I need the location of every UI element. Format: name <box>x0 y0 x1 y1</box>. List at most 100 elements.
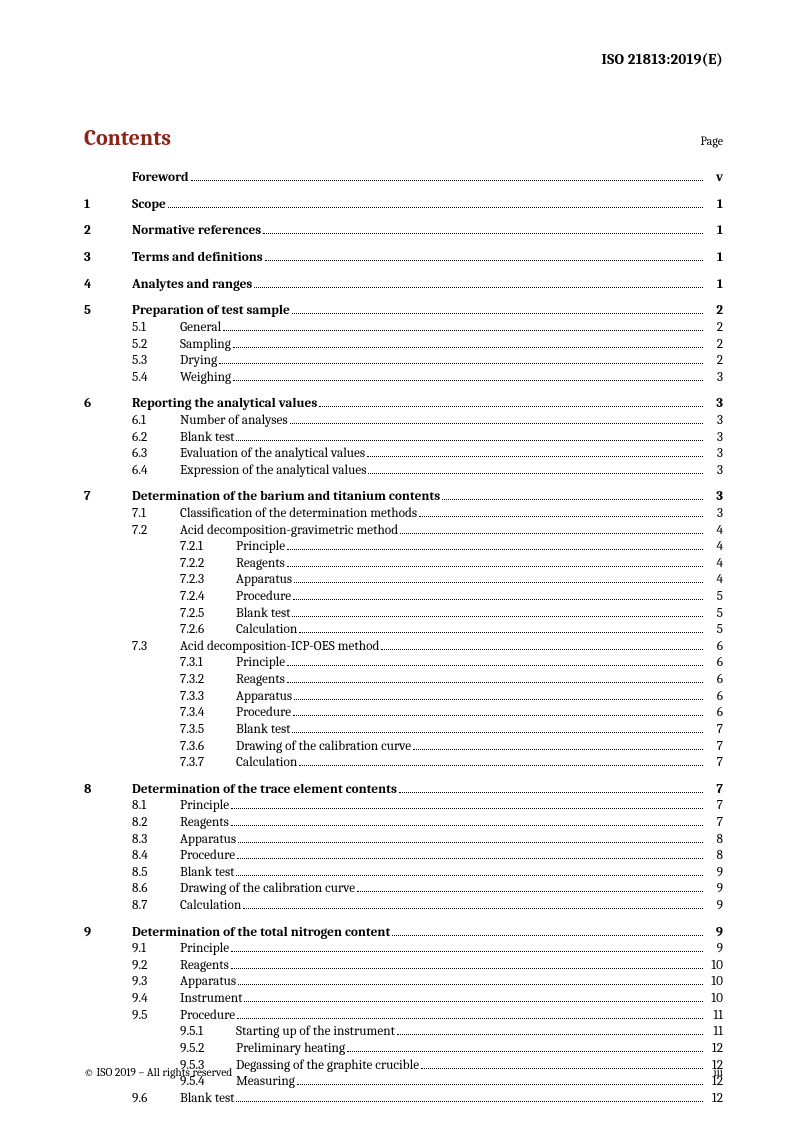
toc-leader <box>294 689 703 700</box>
toc-leader <box>413 739 703 750</box>
toc-entry: 7.2.4Procedure5 <box>84 589 723 606</box>
toc-section-number: 3 <box>84 250 132 267</box>
toc-leader <box>292 722 703 733</box>
toc-subsection-number: 5.3 <box>132 353 180 370</box>
toc-page-number: 3 <box>705 506 723 523</box>
toc-entry: 7.2.5Blank test5 <box>84 606 723 623</box>
toc-page-number: 3 <box>705 489 723 506</box>
toc-leader <box>254 277 703 288</box>
toc-entry: 9.1Principle9 <box>84 941 723 958</box>
toc-page-number: 4 <box>705 523 723 540</box>
toc-page-number: 7 <box>705 739 723 756</box>
toc-entry: 4Analytes and ranges1 <box>84 277 723 294</box>
toc-entry: 9.5Procedure11 <box>84 1008 723 1025</box>
toc-entry: 5Preparation of test sample2 <box>84 303 723 320</box>
toc-page-number: 3 <box>705 396 723 413</box>
toc-section-number: 8 <box>84 782 132 799</box>
toc-page-number: 4 <box>705 539 723 556</box>
toc-leader <box>287 556 703 567</box>
toc-page-number: 2 <box>705 303 723 320</box>
toc-leader <box>219 353 703 364</box>
toc-subsubsection-number: 7.2.3 <box>180 572 236 589</box>
toc-entry: 5.3Drying2 <box>84 353 723 370</box>
toc-subsection-number: 8.1 <box>132 798 180 815</box>
toc-entry: 7.3.1Principle6 <box>84 655 723 672</box>
toc-entry: 7.3.2Reagents6 <box>84 672 723 689</box>
toc-leader <box>399 782 703 793</box>
toc-entry: 6.1Number of analyses3 <box>84 413 723 430</box>
toc-entry: 8.2Reagents7 <box>84 815 723 832</box>
toc-subsection-number: 7.1 <box>132 506 180 523</box>
toc-section-number: 6 <box>84 396 132 413</box>
toc-entry: 7.2.3Apparatus4 <box>84 572 723 589</box>
toc-leader <box>299 755 703 766</box>
footer-copyright: © ISO 2019 – All rights reserved <box>84 1066 232 1080</box>
contents-header: Contents Page <box>84 125 723 153</box>
toc-leader <box>231 815 703 826</box>
toc-page-number: v <box>705 170 723 187</box>
toc-subsubsection-number: 7.2.1 <box>180 539 236 556</box>
toc-label: Principle <box>236 655 285 672</box>
toc-leader <box>287 539 703 550</box>
toc-leader <box>294 572 703 583</box>
toc-page-number: 4 <box>705 556 723 573</box>
toc-subsection-number: 8.6 <box>132 881 180 898</box>
toc-leader <box>237 848 703 859</box>
toc-page-number: 1 <box>705 197 723 214</box>
toc-label: Starting up of the instrument <box>236 1024 395 1041</box>
toc-entry: 5.1General2 <box>84 320 723 337</box>
toc-label: Reporting the analytical values <box>132 396 317 413</box>
toc-entry: 8.1Principle7 <box>84 798 723 815</box>
toc-page-number: 6 <box>705 639 723 656</box>
toc-leader <box>397 1024 703 1035</box>
toc-entry: 5.2Sampling2 <box>84 337 723 354</box>
toc-leader <box>236 1091 703 1102</box>
toc-subsection-number: 6.3 <box>132 446 180 463</box>
toc-label: Blank test <box>180 1091 234 1108</box>
toc-subsection-number: 5.1 <box>132 320 180 337</box>
toc-entry: Forewordv <box>84 170 723 187</box>
toc-entry: 9.6Blank test12 <box>84 1091 723 1108</box>
toc-label: Procedure <box>180 1008 235 1025</box>
toc-subsubsection-number: 7.3.2 <box>180 672 236 689</box>
toc-page-number: 3 <box>705 446 723 463</box>
contents-title: Contents <box>84 125 171 153</box>
toc-leader <box>367 446 703 457</box>
toc-leader <box>381 639 703 650</box>
toc-label: Apparatus <box>180 974 236 991</box>
toc-entry: 7.2.2Reagents4 <box>84 556 723 573</box>
toc-entry: 6.3Evaluation of the analytical values3 <box>84 446 723 463</box>
toc-leader <box>292 606 703 617</box>
toc-subsection-number: 9.3 <box>132 974 180 991</box>
toc-entry: 7.3.5Blank test7 <box>84 722 723 739</box>
toc-leader <box>237 1008 703 1019</box>
toc-label: Reagents <box>180 958 229 975</box>
toc-subsection-number: 8.3 <box>132 832 180 849</box>
toc-leader <box>233 337 703 348</box>
toc-page-number: 2 <box>705 353 723 370</box>
toc-subsection-number: 8.7 <box>132 898 180 915</box>
toc-page-number: 5 <box>705 606 723 623</box>
toc-label: Principle <box>180 941 229 958</box>
toc-page-number: 8 <box>705 848 723 865</box>
toc-page-number: 11 <box>705 1024 723 1041</box>
toc-leader <box>244 991 703 1002</box>
toc-subsection-number: 8.4 <box>132 848 180 865</box>
toc-page-number: 9 <box>705 941 723 958</box>
toc-label: Apparatus <box>180 832 236 849</box>
toc-entry: 8Determination of the trace element cont… <box>84 782 723 799</box>
toc-leader <box>419 506 703 517</box>
toc-entry: 7.3.6Drawing of the calibration curve7 <box>84 739 723 756</box>
toc-leader <box>357 881 703 892</box>
toc-subsection-number: 7.3 <box>132 639 180 656</box>
toc-section-number: 7 <box>84 489 132 506</box>
toc-label: Blank test <box>236 606 290 623</box>
toc-entry: 8.5Blank test9 <box>84 865 723 882</box>
toc-page-number: 9 <box>705 925 723 942</box>
toc-leader <box>400 523 703 534</box>
table-of-contents: Forewordv1Scope12Normative references13T… <box>84 170 723 1107</box>
toc-page-number: 5 <box>705 622 723 639</box>
toc-entry: 8.3Apparatus8 <box>84 832 723 849</box>
toc-label: Principle <box>236 539 285 556</box>
toc-entry: 7.1Classification of the determination m… <box>84 506 723 523</box>
